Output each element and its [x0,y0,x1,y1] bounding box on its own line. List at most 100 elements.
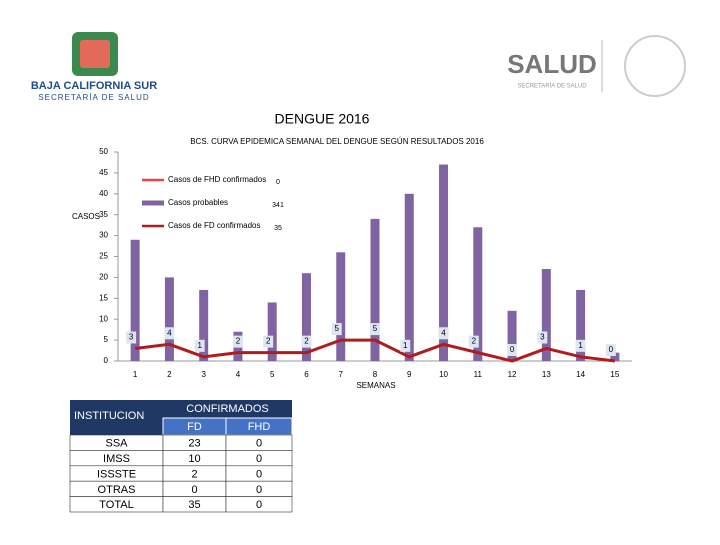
bar [301,273,311,361]
y-tick-label: 0 [104,356,109,365]
y-tick-label: 40 [99,189,108,198]
data-label: 3 [129,333,134,342]
data-label: 1 [197,341,202,350]
bar [439,164,449,361]
data-label-box [164,327,175,340]
y-tick-label: 10 [99,314,108,323]
table-subheader: FHD [248,421,271,433]
bar [164,277,174,361]
x-tick-label: 5 [270,370,275,379]
x-axis-label: SEMANAS [356,381,395,390]
x-tick-label: 1 [133,370,138,379]
data-label-box [438,327,449,340]
logo-subtitle: SECRETARÍA DE SALUD [517,83,587,90]
left-logo: BAJA CALIFORNIA SUR SECRETARÍA DE SALUD [31,32,157,102]
table-header: CONFIRMADOS [186,403,269,415]
data-label: 2 [304,337,309,346]
table-cell-text: 0 [256,468,262,480]
table-cell-text: SSA [105,438,128,450]
data-label: 4 [441,328,446,337]
data-label-box [507,344,518,356]
logo-inner [80,40,110,68]
data-label: 0 [510,345,515,354]
table-cell-text: TOTAL [99,499,133,511]
line [134,338,616,363]
data-label-box [605,344,616,356]
data-label: 3 [540,333,545,342]
table-header-cell [70,400,163,435]
data-label: 5 [335,324,340,333]
bar [576,289,586,361]
data-label-box [370,323,380,336]
bar [473,227,483,361]
legend-label: Casos de FHD confirmados [168,175,266,184]
bar [130,239,140,361]
heading: DENGUE 2016 [275,111,370,127]
table-cell-text: 0 [191,484,197,496]
x-tick-label: 12 [508,370,517,379]
bar [336,252,346,361]
x-tick-label: 8 [373,370,378,379]
table-cell-text: 0 [256,484,262,496]
table-header: INSTITUCION [74,410,144,422]
data-label: 1 [578,341,583,350]
x-tick-label: 11 [474,370,483,379]
logo-title: BAJA CALIFORNIA SUR [31,80,157,92]
table-cell-text: OTRAS [98,484,136,496]
data-label-box [331,323,342,336]
legend-label: Casos probables [168,198,228,207]
table: INSTITUCION CONFIRMADOS FD FHD SSA 23 0 IMSS 10 0… [69,400,293,513]
legend-total: 341 [272,202,284,209]
data-label-box [126,331,137,344]
x-tick-label: 13 [542,370,551,379]
y-tick-label: 15 [99,293,108,302]
x-tick-label: 2 [167,370,172,379]
legend-swatch [142,200,164,206]
data-label-box [400,339,411,352]
data-label-box [575,339,586,352]
y-tick-label: 45 [99,168,108,177]
y-tick-label: 35 [99,210,108,219]
x-tick-label: 3 [201,370,206,379]
legend-total: 0 [276,179,280,186]
bar [199,289,209,361]
data-label-box [537,331,548,344]
table-cell-text: 0 [256,438,262,450]
bar [610,352,620,361]
bar [267,302,277,361]
data-label-box [263,335,274,348]
legend-total: 35 [274,225,282,232]
x-tick-label: 14 [576,370,585,379]
legend-label: Casos de FD confirmados [168,221,260,230]
table-cell-text: IMSS [103,453,130,465]
data-label-box [468,335,479,348]
x-tick-label: 10 [439,370,448,379]
x-tick-label: 9 [407,370,412,379]
table-cell-text: 23 [188,438,200,450]
x-tick-label: 4 [236,370,241,379]
data-label: 2 [236,337,241,346]
chart-title: BCS. CURVA EPIDEMICA SEMANAL DEL DENGUE … [190,137,484,146]
data-label-box [194,339,205,352]
data-label-box [232,335,243,348]
bar [507,310,517,361]
data-label: 2 [472,337,477,346]
logo-subtitle: SECRETARÍA DE SALUD [38,93,149,102]
data-label: 2 [266,337,271,346]
data-label: 5 [373,324,378,333]
bar [541,269,551,361]
x-tick-label: 15 [610,370,619,379]
y-axis-label: CASOS [72,212,100,221]
table-subheader: FD [187,421,202,433]
x-tick-label: 7 [339,370,344,379]
data-label: 1 [403,341,408,350]
table-cell-text: 0 [256,499,262,511]
y-tick-label: 25 [99,252,108,261]
data-label: 0 [609,345,614,354]
logo-title: SALUD [507,49,597,79]
table-cell-text: 35 [188,499,200,511]
y-tick-label: 30 [99,231,108,240]
data-label-box [301,335,312,348]
table-cell-text: 0 [256,453,262,465]
